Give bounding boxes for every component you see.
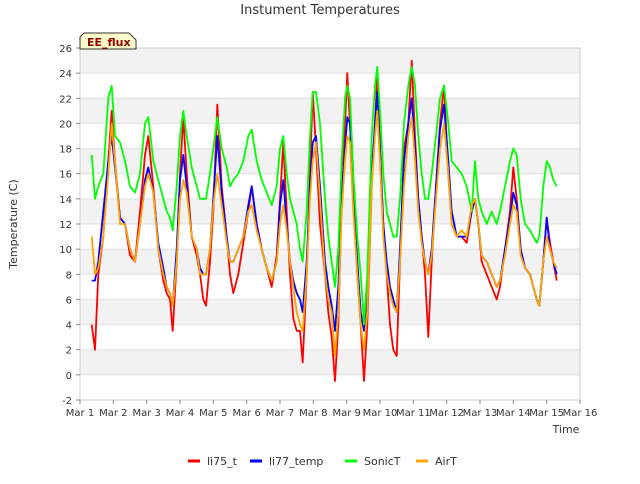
- legend: li75_t li77_temp SonicT AirT: [188, 455, 457, 468]
- grid-band: [80, 48, 580, 74]
- y-tick-label: 10: [59, 245, 72, 256]
- x-tick-label: Mar 16: [563, 408, 598, 419]
- chart-title: Instument Temperatures: [240, 3, 400, 18]
- x-tick-label: Mar 11: [396, 408, 431, 419]
- annotation-label: EE_flux: [87, 36, 131, 49]
- y-tick-label: 26: [59, 44, 72, 55]
- grid-band: [80, 148, 580, 174]
- grid-band: [80, 98, 580, 124]
- x-tick-label: Mar 1: [66, 408, 94, 419]
- y-tick-label: 20: [59, 119, 72, 130]
- x-tick-label: Mar 13: [463, 408, 498, 419]
- annotation-box: EE_flux: [79, 32, 137, 50]
- x-tick-label: Mar 12: [429, 408, 464, 419]
- x-tick-label: Mar 14: [496, 408, 531, 419]
- x-tick-label: Mar 5: [199, 408, 227, 419]
- grid-band: [80, 198, 580, 224]
- y-tick-label: -2: [62, 396, 72, 407]
- y-tick-label: 24: [59, 69, 72, 80]
- x-tick-label: Mar 4: [166, 408, 194, 419]
- y-tick-label: 8: [66, 270, 72, 281]
- series-line-sonict: [90, 66, 558, 326]
- y-tick-label: 2: [66, 346, 72, 357]
- legend-label: AirT: [435, 455, 457, 468]
- series-line-airt: [90, 110, 558, 357]
- y-tick-label: 22: [59, 94, 72, 105]
- legend-label: SonicT: [364, 455, 401, 468]
- x-tick-label: Mar 9: [332, 408, 360, 419]
- x-tick-label: Mar 15: [529, 408, 564, 419]
- x-axis-label: Time: [552, 423, 580, 436]
- x-tick-label: Mar 2: [99, 408, 127, 419]
- legend-label: li75_t: [207, 455, 238, 468]
- y-tick-label: 0: [66, 371, 72, 382]
- x-tick-label: Mar 7: [266, 408, 294, 419]
- y-tick-label: 18: [59, 145, 72, 156]
- legend-label: li77_temp: [269, 455, 323, 468]
- y-tick-label: 14: [59, 195, 72, 206]
- y-axis-label: Temperature (C): [7, 179, 20, 269]
- y-tick-label: 6: [66, 295, 72, 306]
- y-tick-label: 12: [59, 220, 72, 231]
- y-tick-label: 4: [66, 321, 72, 332]
- x-tick-label: Mar 10: [363, 408, 398, 419]
- x-tick-label: Mar 6: [232, 408, 260, 419]
- x-tick-label: Mar 3: [132, 408, 160, 419]
- series-lines: [90, 59, 558, 382]
- x-axis: Mar 1 Mar 2 Mar 3 Mar 4 Mar 5 Mar 6 Mar 7 Mar 8…: [66, 400, 598, 419]
- grid-band: [80, 349, 580, 375]
- y-tick-label: 16: [59, 170, 72, 181]
- x-tick-label: Mar 8: [299, 408, 327, 419]
